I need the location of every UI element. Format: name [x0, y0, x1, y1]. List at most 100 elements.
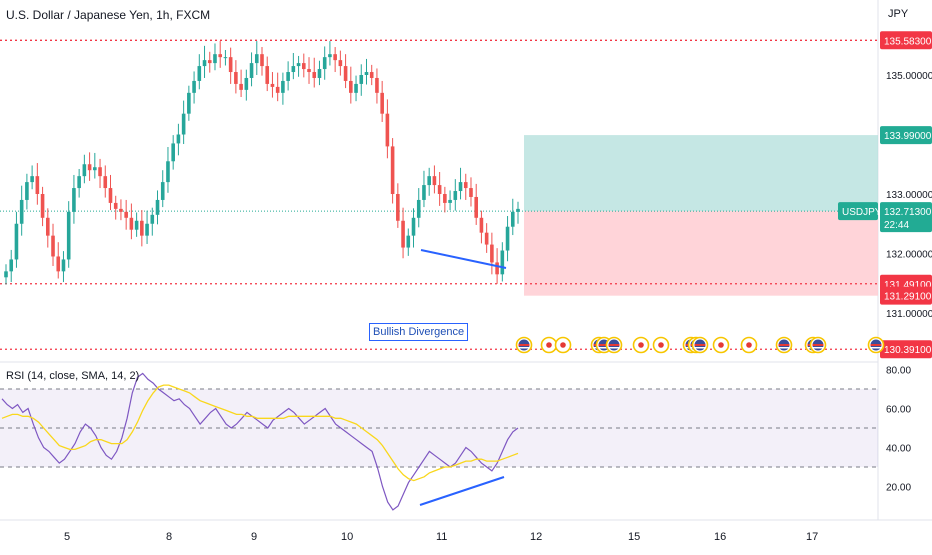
candle-body	[343, 66, 348, 81]
candle-body	[286, 72, 290, 81]
candle-body	[291, 66, 296, 73]
time-tick-label: 15	[628, 531, 640, 543]
us-flag-icon	[867, 336, 885, 354]
symbol-tag: USDJPY	[842, 207, 882, 218]
candle-body	[406, 235, 411, 248]
rsi-tick-label: 80.00	[886, 366, 911, 377]
candle-body	[187, 92, 191, 114]
candle-body	[176, 134, 181, 144]
candle-body	[484, 232, 489, 245]
candle-body	[66, 211, 71, 260]
price-level-tag: 131.49100	[884, 280, 932, 291]
candle-body	[56, 256, 61, 272]
price-level-tag: 131.29100	[884, 292, 932, 303]
candle-body	[453, 191, 458, 200]
candle-body	[51, 235, 55, 257]
candle-body	[134, 220, 139, 230]
candle-body	[354, 83, 358, 93]
rsi-tick-label: 20.00	[886, 483, 911, 494]
last-price-tag-bg	[880, 202, 932, 233]
japan-flag-icon	[712, 336, 730, 354]
price-level-tag: 133.99000	[884, 131, 932, 142]
candle-body	[437, 185, 442, 194]
candle-body	[312, 72, 317, 78]
candle-body	[443, 194, 447, 203]
candle-body	[469, 188, 473, 197]
candle-body	[432, 176, 437, 186]
candle-body	[202, 60, 207, 67]
candle-body	[239, 83, 243, 90]
candle-body	[495, 262, 499, 275]
candle-body	[150, 214, 155, 224]
us-flag-icon	[515, 336, 533, 354]
us-flag-icon	[605, 336, 623, 354]
candle-body	[338, 60, 343, 67]
candle-body	[103, 176, 108, 189]
candle-body	[9, 259, 14, 272]
time-tick-label: 8	[166, 531, 172, 543]
candle-body	[317, 69, 322, 78]
candle-body	[98, 167, 102, 177]
candle-body	[213, 54, 217, 64]
price-level-tag: 130.39100	[884, 345, 932, 356]
price-tick-label: 133.00000	[886, 190, 932, 201]
countdown-tag: 22:44	[884, 220, 909, 231]
candle-body	[307, 69, 311, 73]
candle-body	[422, 185, 426, 200]
candle-body	[108, 188, 113, 203]
price-level-tag-bg	[880, 286, 932, 305]
candle-body	[166, 161, 170, 183]
time-tick-label: 5	[64, 531, 70, 543]
candle-body	[416, 199, 421, 218]
candle-body	[72, 188, 76, 212]
candle-body	[218, 54, 223, 58]
stop-zone	[524, 211, 878, 296]
candle-body	[375, 77, 379, 93]
candle-body	[61, 259, 66, 272]
candle-body	[4, 271, 8, 278]
candle-body	[124, 211, 128, 218]
candle-body	[401, 220, 405, 248]
candle-body	[19, 199, 24, 224]
time-tick-label: 10	[341, 531, 353, 543]
candle-body	[113, 202, 118, 209]
symbol-tag-bg	[838, 202, 878, 221]
candle-body	[155, 199, 160, 215]
rsi-tick-label: 40.00	[886, 444, 911, 455]
candle-body	[364, 72, 369, 75]
candle-body	[244, 77, 249, 90]
candle-body	[349, 80, 353, 93]
candle-body	[82, 164, 87, 177]
candle-body	[129, 217, 134, 230]
candle-body	[207, 60, 212, 64]
candle-body	[396, 194, 400, 221]
candle-body	[500, 250, 505, 275]
price-tick-label: 135.00000	[886, 71, 932, 82]
price-tick-label: 132.00000	[886, 250, 932, 261]
japan-flag-icon	[740, 336, 758, 354]
candle-body	[270, 83, 275, 87]
currency-label: JPY	[888, 8, 909, 20]
candle-body	[479, 217, 484, 233]
candle-body	[171, 143, 175, 162]
candle-body	[140, 220, 144, 236]
japan-flag-icon	[554, 336, 572, 354]
candle-body	[490, 244, 494, 263]
candle-body	[301, 63, 306, 70]
candle-body	[25, 182, 29, 200]
candle-body	[385, 113, 390, 147]
candle-body	[77, 176, 81, 189]
time-tick-label: 17	[806, 531, 818, 543]
candle-body	[249, 63, 254, 78]
price-level-tag-bg	[880, 126, 932, 145]
candle-body	[505, 226, 510, 251]
divergence-annotation[interactable]: Bullish Divergence	[369, 323, 469, 341]
candle-body	[40, 194, 45, 218]
candle-body	[510, 211, 515, 227]
candle-body	[234, 72, 238, 84]
last-price-tag: 132.71300	[884, 207, 932, 218]
candle-body	[223, 57, 228, 59]
candle-body	[145, 223, 149, 236]
candle-body	[427, 176, 431, 186]
